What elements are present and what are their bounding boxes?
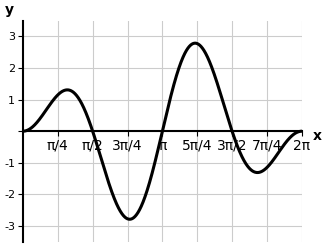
Text: y: y [5, 3, 14, 17]
Text: x: x [313, 129, 322, 143]
